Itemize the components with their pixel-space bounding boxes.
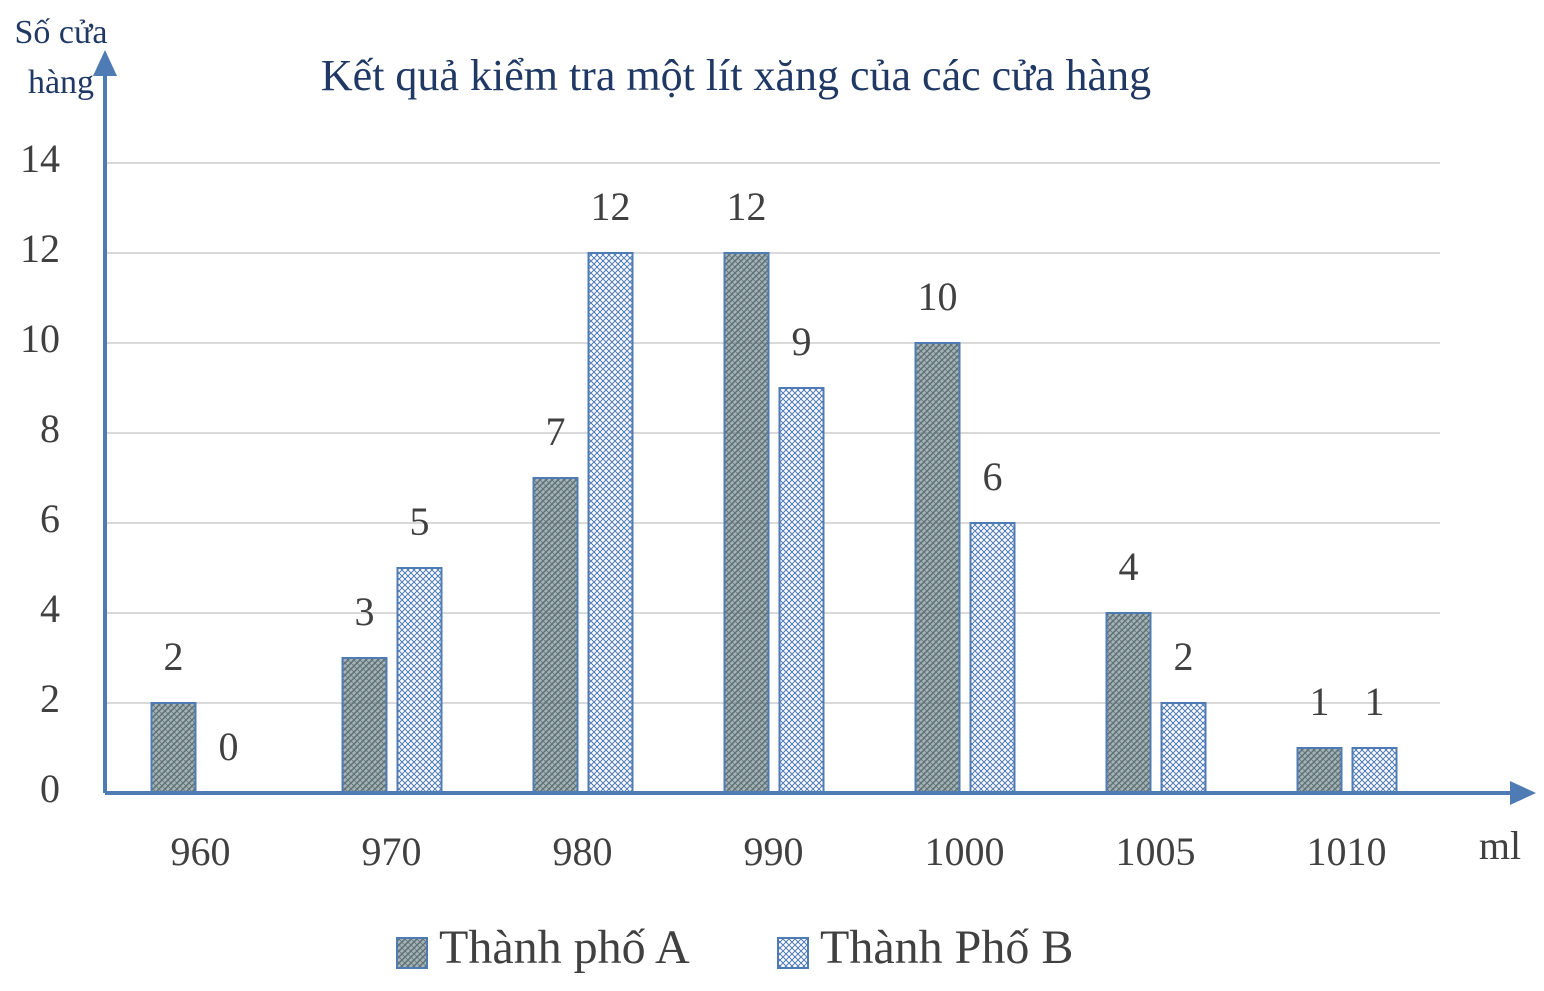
bar <box>1160 702 1207 794</box>
data-label: 1 <box>1310 679 1330 724</box>
y-axis-arrow <box>93 50 117 76</box>
y-tick-label: 2 <box>40 676 60 721</box>
bar <box>969 522 1016 794</box>
bar <box>532 477 579 794</box>
data-label: 6 <box>983 454 1003 499</box>
data-label: 9 <box>792 319 812 364</box>
data-label: 2 <box>1174 634 1194 679</box>
legend-label: Thành phố A <box>439 921 690 974</box>
bar <box>778 387 825 794</box>
data-label: 2 <box>164 634 184 679</box>
bar <box>914 342 961 794</box>
legend-label: Thành Phố B <box>820 921 1073 974</box>
x-axis-label: ml <box>1479 823 1521 868</box>
x-axis-arrow <box>1510 781 1536 805</box>
x-tick-label: 980 <box>553 829 613 874</box>
bar <box>1351 747 1398 794</box>
bar <box>723 252 770 794</box>
bar <box>396 567 443 794</box>
legend-marker <box>777 937 809 969</box>
x-tick-label: 970 <box>362 829 422 874</box>
data-label: 12 <box>591 184 631 229</box>
data-label: 4 <box>1119 544 1139 589</box>
y-tick-label: 4 <box>40 586 60 631</box>
bar <box>1296 747 1343 794</box>
y-tick-label: 12 <box>20 226 60 271</box>
chart-title: Kết quả kiểm tra một lít xăng của các cử… <box>321 51 1151 100</box>
y-tick-label: 14 <box>20 136 60 181</box>
y-tick-label: 8 <box>40 406 60 451</box>
data-label: 12 <box>727 184 767 229</box>
y-tick-label: 10 <box>20 316 60 361</box>
y-tick-label: 0 <box>40 766 60 811</box>
x-tick-label: 1000 <box>925 829 1005 874</box>
bar <box>341 657 388 794</box>
data-label: 1 <box>1365 679 1385 724</box>
x-tick-label: 1005 <box>1116 829 1196 874</box>
legend-marker <box>396 937 428 969</box>
data-label: 10 <box>918 274 958 319</box>
bar <box>150 702 197 794</box>
y-axis-label: Số cửa hàng <box>14 14 108 101</box>
x-tick-label: 960 <box>171 829 231 874</box>
x-tick-label: 1010 <box>1307 829 1387 874</box>
y-tick-label: 6 <box>40 496 60 541</box>
x-tick-label: 990 <box>744 829 804 874</box>
bar <box>587 252 634 794</box>
data-label: 3 <box>355 589 375 634</box>
bar <box>1105 612 1152 794</box>
data-label: 0 <box>219 724 239 769</box>
data-label: 5 <box>410 499 430 544</box>
data-label: 7 <box>546 409 566 454</box>
